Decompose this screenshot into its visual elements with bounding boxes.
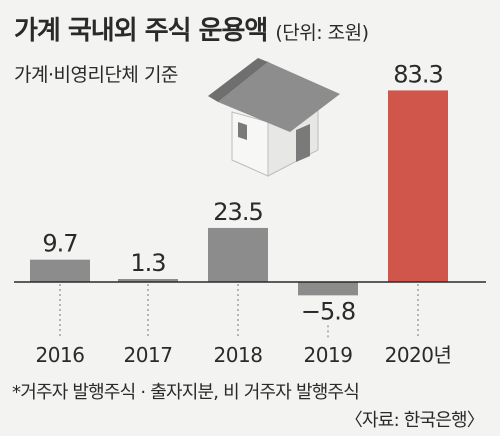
unit-label: (단위: 조원)	[275, 22, 369, 44]
house-illustration	[208, 58, 340, 177]
chart-subtitle: 가계·비영리단체 기준	[14, 64, 178, 86]
bar-1	[118, 279, 178, 282]
category-label-4: 2020년	[385, 343, 452, 367]
value-label-2: 23.5	[213, 198, 262, 226]
bar-4	[388, 90, 448, 282]
chart-title: 가계 국내외 주식 운용액 (단위: 조원)	[14, 10, 369, 47]
bar-2	[208, 227, 268, 282]
category-label-2: 2018	[214, 343, 263, 367]
value-label-3: −5.8	[301, 297, 355, 325]
category-label-1: 2017	[124, 343, 173, 367]
value-label-0: 9.7	[42, 230, 77, 258]
category-label-0: 2016	[36, 343, 85, 367]
source-label: 〈자료: 한국은행〉	[344, 410, 485, 431]
category-label-3: 2019	[304, 343, 353, 367]
value-label-4: 83.3	[393, 60, 442, 88]
bar-3	[298, 282, 358, 296]
chart-title-text: 가계 국내외 주식 운용액	[14, 16, 268, 46]
value-label-1: 1.3	[130, 249, 165, 277]
footnote: *거주자 발행주식 · 출자지분, 비 거주자 발행주식	[12, 382, 360, 403]
bar-0	[30, 259, 90, 282]
